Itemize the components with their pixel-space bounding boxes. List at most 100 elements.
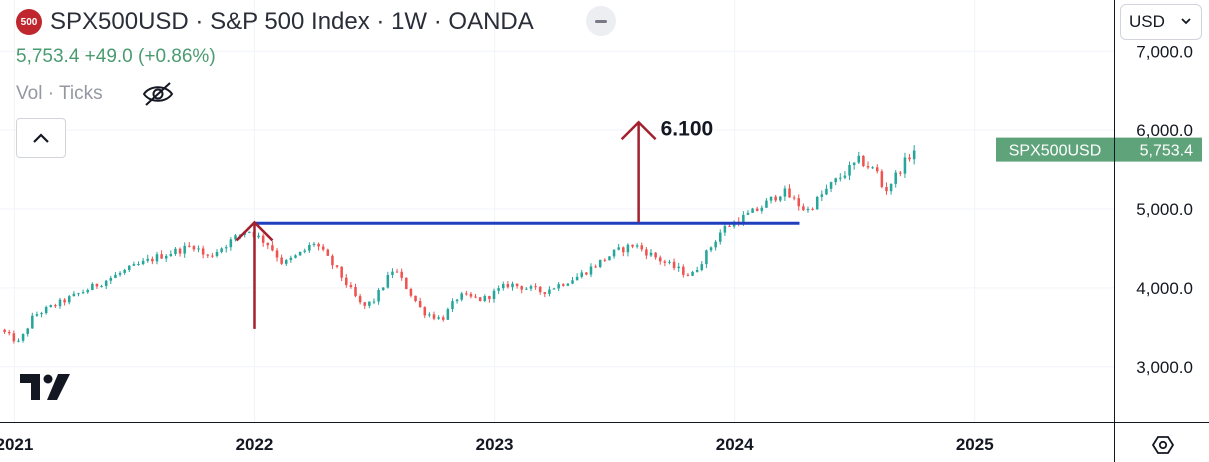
- chart-grid: [0, 0, 1114, 422]
- candle-body: [266, 242, 270, 246]
- candle-body: [451, 301, 454, 310]
- candle-body: [372, 301, 376, 303]
- candle-body: [589, 266, 593, 275]
- collapse-legend-button[interactable]: [16, 118, 66, 158]
- candle-body: [815, 196, 819, 210]
- candle-body: [160, 254, 163, 259]
- candle-body: [261, 235, 265, 243]
- candle-body: [529, 286, 533, 289]
- candle-body: [792, 197, 796, 199]
- candle-body: [899, 172, 902, 174]
- candle-body: [728, 225, 731, 227]
- candle-body: [682, 266, 685, 275]
- candle-body: [298, 251, 302, 256]
- x-tick-label: 2024: [716, 435, 754, 454]
- candle-body: [663, 261, 667, 263]
- candle-body: [44, 307, 48, 314]
- candle-body: [525, 288, 528, 290]
- candle-body: [284, 260, 288, 264]
- candle-body: [465, 293, 468, 295]
- candle-body: [871, 167, 874, 169]
- minus-icon[interactable]: [586, 6, 616, 36]
- candle-body: [511, 283, 514, 288]
- candle-body: [26, 328, 29, 334]
- candle-body: [774, 196, 777, 201]
- candle-body: [751, 208, 754, 213]
- candle-body: [118, 272, 122, 275]
- x-tick-label: 2023: [476, 435, 514, 454]
- candle-body: [622, 247, 625, 253]
- candle-body: [912, 150, 916, 160]
- candle-body: [626, 244, 630, 253]
- y-tick-label: 7,000.0: [1136, 42, 1193, 61]
- candle-body: [335, 265, 339, 267]
- candle-body: [289, 257, 293, 261]
- candle-body: [400, 271, 403, 278]
- candle-body: [534, 286, 537, 288]
- candle-body: [848, 165, 851, 176]
- candle-body: [354, 287, 357, 297]
- candle-body: [852, 162, 856, 166]
- candle-body: [21, 333, 25, 341]
- candle-body: [566, 283, 570, 286]
- target-price-label: 6.100: [661, 117, 714, 140]
- candle-body: [645, 249, 648, 256]
- candle-body: [515, 283, 519, 287]
- candle-body: [275, 250, 279, 258]
- candle-body: [695, 270, 699, 272]
- candle-body: [381, 287, 385, 290]
- target-arrow-head: [620, 120, 657, 141]
- candle-body: [903, 157, 907, 174]
- candle-body: [345, 277, 348, 286]
- candle-body: [151, 258, 154, 262]
- candle-body: [137, 264, 140, 266]
- candle-body: [705, 250, 708, 265]
- candle-body: [658, 257, 662, 262]
- candle-body: [215, 252, 219, 257]
- candle-body: [109, 278, 113, 281]
- last-price-value-tag: [1115, 137, 1202, 162]
- candle-body: [608, 256, 611, 261]
- candle-body: [331, 255, 334, 266]
- candle-body: [386, 274, 390, 288]
- y-tick-label: 5,000.0: [1136, 200, 1193, 219]
- candle-body: [571, 280, 574, 284]
- candle-body: [866, 166, 870, 168]
- candle-body: [183, 245, 186, 254]
- candle-body: [368, 301, 371, 306]
- candle-body: [67, 296, 71, 303]
- candle-body: [405, 277, 408, 290]
- y-tick-label: 4,000.0: [1136, 279, 1193, 298]
- candle-body: [709, 247, 713, 251]
- candle-body: [197, 248, 200, 250]
- candle-body: [104, 280, 108, 286]
- symbol-title[interactable]: SPX500USD · S&P 500 Index · 1W · OANDA: [50, 8, 534, 35]
- last-price-value: 5,753.4: [1140, 143, 1193, 160]
- tradingview-logo-icon[interactable]: [20, 374, 70, 400]
- candle-body: [188, 245, 191, 247]
- x-tick-label: 2021: [0, 435, 33, 454]
- candle-body: [552, 288, 556, 290]
- candle-body: [423, 307, 427, 316]
- candle-body: [783, 188, 787, 197]
- candle-body: [395, 271, 399, 273]
- candle-body: [885, 186, 888, 192]
- currency-select[interactable]: USD: [1120, 4, 1202, 40]
- candle-body: [308, 245, 311, 251]
- candle-body: [312, 243, 316, 246]
- candle-body: [640, 245, 644, 250]
- candle-body: [363, 302, 367, 306]
- candle-body: [862, 155, 865, 167]
- volume-indicator-label[interactable]: Vol · Ticks: [16, 83, 103, 104]
- candle-body: [206, 254, 210, 256]
- candle-body: [635, 245, 639, 247]
- candle-body: [271, 245, 274, 251]
- candle-body: [7, 332, 11, 334]
- symbol-logo[interactable]: 500: [16, 9, 42, 35]
- candle-body: [492, 290, 496, 300]
- eye-crossed-icon[interactable]: [140, 80, 176, 108]
- settings-hex-icon[interactable]: [1148, 431, 1178, 459]
- candle-body: [723, 225, 727, 233]
- candle-body: [557, 284, 560, 289]
